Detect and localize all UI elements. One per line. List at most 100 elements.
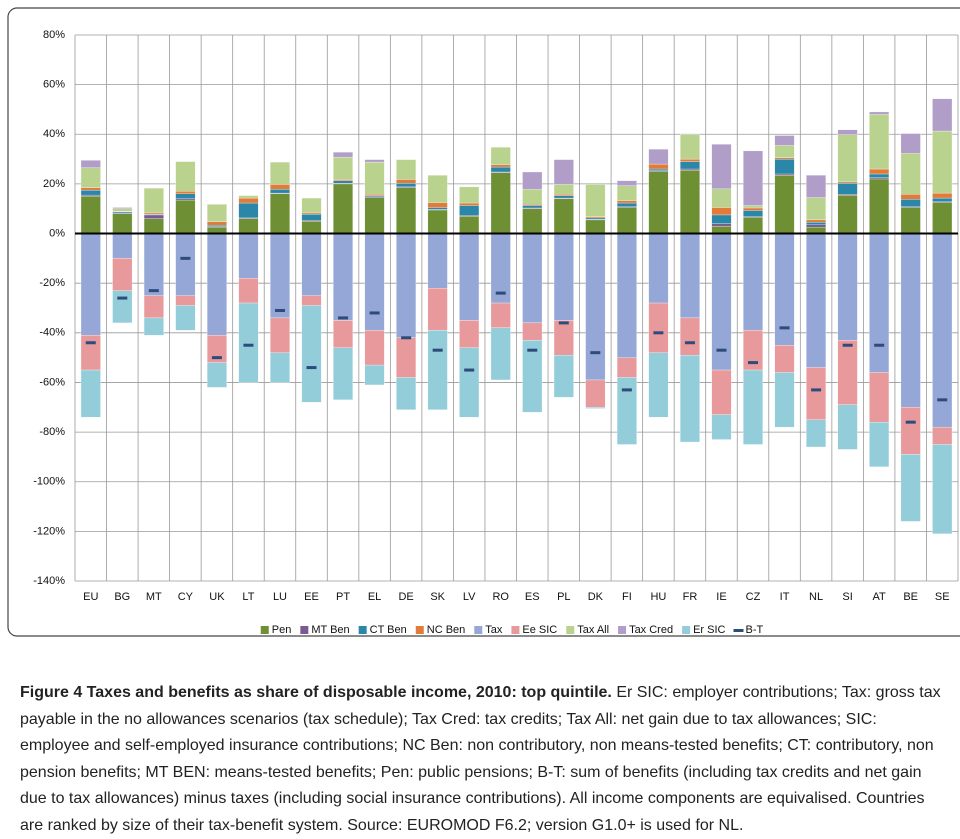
x-tick-label: RO	[492, 591, 509, 603]
bar-segment	[302, 213, 322, 214]
legend-swatch	[566, 626, 574, 634]
bar-segment	[176, 162, 196, 192]
legend-swatch	[511, 626, 519, 634]
bar-segment	[554, 234, 574, 321]
bar-segment	[428, 330, 448, 409]
bar-segment	[712, 224, 732, 226]
bar-segment	[396, 377, 416, 409]
bar-segment	[743, 151, 763, 206]
bar-segment	[617, 201, 637, 203]
legend-swatch	[416, 626, 424, 634]
bar-segment	[743, 217, 763, 233]
bar-segment	[712, 144, 732, 189]
caption-title: Figure 4 Taxes and benefits as share of …	[20, 684, 612, 701]
bar-segment	[459, 187, 479, 203]
bar-segment	[176, 191, 196, 193]
bar-segment	[459, 348, 479, 417]
bar-segment	[743, 234, 763, 331]
marker	[275, 309, 285, 312]
y-tick-label: -60%	[39, 376, 65, 388]
bar-segment	[869, 178, 889, 179]
bar-segment	[869, 112, 889, 114]
bar-segment	[396, 234, 416, 338]
x-tick-label: LV	[463, 591, 476, 603]
bar-segment	[491, 303, 511, 328]
bar-segment	[239, 203, 259, 218]
bar-segment	[680, 318, 700, 355]
y-tick-label: 60%	[43, 79, 65, 91]
legend-swatch	[682, 626, 690, 634]
bar-segment	[680, 162, 700, 169]
bar-segment	[522, 323, 542, 340]
bar-segment	[176, 234, 196, 296]
bar-segment	[932, 445, 952, 534]
bar-segment	[806, 222, 826, 224]
bar-segment	[932, 234, 952, 428]
bar-segment	[586, 218, 606, 219]
bar-segment	[775, 145, 795, 157]
legend-swatch	[359, 626, 367, 634]
x-tick-label: FI	[622, 591, 632, 603]
chart: -140%-120%-100%-80%-60%-40%-20%0%20%40%6…	[0, 0, 960, 670]
bar-segment	[901, 207, 921, 233]
bar-segment	[806, 175, 826, 197]
bar-segment	[838, 234, 858, 341]
legend-label: NC Ben	[427, 624, 466, 636]
x-tick-label: BG	[114, 591, 130, 603]
bar-segment	[176, 296, 196, 306]
bar-segment	[144, 318, 164, 335]
bar-segment	[239, 219, 259, 234]
legend-label: Tax	[485, 624, 503, 636]
bar-segment	[81, 370, 101, 417]
marker	[906, 421, 916, 424]
bar-segment	[396, 338, 416, 378]
caption: Figure 4 Taxes and benefits as share of …	[20, 680, 945, 839]
bar-segment	[901, 199, 921, 206]
legend-label: Tax Cred	[629, 624, 673, 636]
marker	[653, 331, 663, 334]
bar-segment	[302, 214, 322, 220]
bar-segment	[680, 234, 700, 318]
bar-segment	[333, 179, 353, 180]
bar-segment	[743, 210, 763, 216]
bar-segment	[522, 189, 542, 204]
bar-segment	[81, 335, 101, 370]
bar-segment	[491, 173, 511, 234]
bar-segment	[586, 220, 606, 234]
bar-segment	[680, 159, 700, 161]
bar-segment	[81, 168, 101, 188]
marker	[685, 341, 695, 344]
bar-segment	[333, 181, 353, 183]
bar-segment	[554, 355, 574, 397]
x-tick-label: CY	[178, 591, 194, 603]
bar-segment	[144, 188, 164, 213]
bar-segment	[302, 306, 322, 403]
marker	[843, 344, 853, 347]
bar-segment	[554, 199, 574, 234]
marker	[748, 361, 758, 364]
x-tick-label: UK	[209, 591, 225, 603]
bar-segment	[239, 234, 259, 279]
x-tick-label: PL	[557, 591, 570, 603]
bar-segment	[113, 258, 133, 290]
x-tick-label: IE	[716, 591, 726, 603]
legend-label: MT Ben	[311, 624, 349, 636]
bar-segment	[901, 407, 921, 454]
bar-segment	[365, 162, 385, 194]
bar-segment	[396, 179, 416, 183]
marker	[496, 292, 506, 295]
marker	[716, 349, 726, 352]
x-tick-label: PT	[336, 591, 350, 603]
bar-segment	[459, 234, 479, 321]
marker	[370, 311, 380, 314]
bar-segment	[176, 200, 196, 234]
bar-segment	[838, 182, 858, 183]
bar-segment	[176, 194, 196, 199]
bar-segment	[649, 164, 669, 169]
marker	[811, 388, 821, 391]
bar-segment	[649, 234, 669, 303]
bar-segment	[396, 160, 416, 180]
x-tick-label: MT	[146, 591, 162, 603]
bar-segment	[586, 407, 606, 408]
